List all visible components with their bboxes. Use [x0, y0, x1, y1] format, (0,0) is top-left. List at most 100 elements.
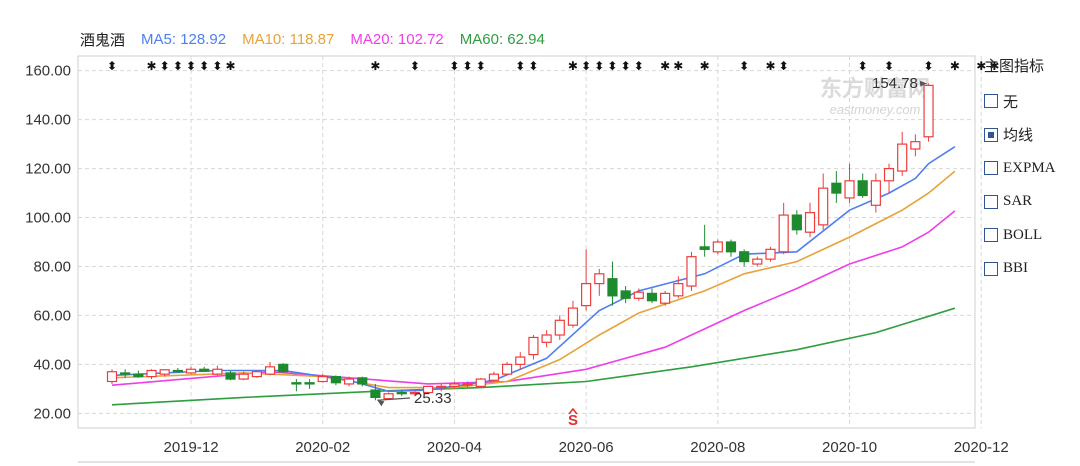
- candle-up: [660, 292, 671, 304]
- checkbox[interactable]: [984, 127, 998, 142]
- x-tick-label: 2020-06: [559, 439, 614, 456]
- y-tick-label: 80.00: [33, 258, 71, 275]
- candle-up: [528, 336, 539, 356]
- candle-up: [502, 363, 513, 375]
- plot-frame: [77, 55, 976, 429]
- event-marker: ⬍: [173, 59, 183, 73]
- checkbox[interactable]: [984, 194, 998, 209]
- indicator-option-none[interactable]: 无: [984, 90, 1080, 112]
- event-marker: ⬍: [107, 59, 117, 73]
- event-marker: ✱: [989, 59, 999, 73]
- candle-up: [264, 366, 276, 375]
- event-marker: ⬍: [607, 59, 617, 73]
- candle-up: [343, 378, 355, 385]
- candle-down: [699, 246, 710, 250]
- candle-up: [712, 241, 723, 253]
- event-marker: ✱: [568, 59, 578, 73]
- candle-up: [185, 368, 197, 374]
- indicator-option-boll[interactable]: BOLL: [984, 224, 1080, 246]
- candle-up: [778, 214, 789, 253]
- checkbox[interactable]: [984, 94, 998, 108]
- event-marker: ⬍: [594, 59, 604, 73]
- candle-down: [607, 278, 618, 297]
- event-marker: ⬍: [739, 59, 749, 73]
- event-marker: ⬍: [410, 59, 420, 73]
- high-price-label: 154.78: [872, 75, 918, 92]
- checkbox[interactable]: [984, 228, 998, 243]
- event-marker: ✱: [950, 59, 960, 73]
- candle-up: [923, 84, 934, 138]
- candle-up: [897, 143, 908, 172]
- candle-down: [370, 389, 381, 399]
- candle-down: [725, 241, 737, 253]
- y-tick-label: 140.00: [25, 112, 71, 129]
- event-marker: ⬍: [212, 59, 222, 73]
- watermark-brand: 东方财富网: [820, 76, 930, 102]
- candle-down: [133, 373, 144, 378]
- candle-up: [515, 356, 526, 365]
- event-marker: ⬍: [634, 59, 644, 73]
- y-tick-label: 160.00: [25, 63, 71, 80]
- indicator-option-expma[interactable]: EXPMA: [984, 157, 1080, 179]
- candle-up: [554, 319, 565, 336]
- candle-down: [199, 368, 210, 372]
- option-label: 无: [1003, 94, 1019, 111]
- indicator-option-ma[interactable]: 均线: [984, 124, 1080, 146]
- x-tick-label: 2020-10: [822, 439, 877, 456]
- event-marker: ⬍: [858, 59, 868, 73]
- x-tick-label: 2020-12: [954, 439, 1009, 456]
- candle-up: [870, 180, 881, 206]
- indicator-option-sar[interactable]: SAR: [984, 191, 1080, 213]
- low-price-arrowhead: [377, 400, 385, 407]
- ma60-line: [111, 307, 956, 406]
- candle-up: [146, 369, 157, 378]
- candle-up: [765, 248, 776, 260]
- event-marker: ✱: [765, 59, 775, 73]
- event-marker: ⬍: [581, 59, 591, 73]
- event-marker: ⬍: [884, 59, 894, 73]
- x-tick-label: 2020-02: [295, 439, 350, 456]
- candle-up: [752, 258, 763, 265]
- indicator-panel-title: 主图指标: [984, 58, 1045, 75]
- candle-up: [686, 256, 697, 287]
- ma5-label: MA5: 128.92: [141, 30, 227, 48]
- candle-up: [409, 391, 421, 395]
- y-tick-label: 100.00: [25, 210, 71, 227]
- candle-up: [567, 307, 579, 326]
- event-marker: ✱: [225, 59, 235, 73]
- y-tick-label: 40.00: [33, 356, 71, 373]
- event-marker: ⬍: [199, 59, 209, 73]
- chart-header: 酒鬼酒 MA5: 128.92 MA10: 118.87 MA20: 102.7…: [80, 28, 545, 50]
- candle-up: [251, 371, 262, 378]
- candle-down: [225, 372, 236, 380]
- option-label: EXPMA: [1003, 159, 1056, 176]
- signal-label: S: [568, 412, 578, 429]
- candle-down: [831, 182, 842, 194]
- candle-up: [449, 383, 460, 387]
- candle-down: [120, 372, 131, 375]
- candle-up: [436, 385, 447, 389]
- candle-up: [594, 273, 605, 285]
- candle-up: [910, 141, 921, 150]
- option-label: 均线: [1003, 128, 1034, 145]
- candle-up: [462, 383, 473, 386]
- checkbox[interactable]: [984, 161, 998, 176]
- indicator-option-bbi[interactable]: BBI: [984, 258, 1080, 280]
- candle-up: [673, 283, 684, 297]
- event-marker: ✱: [146, 59, 156, 73]
- event-marker: ✱: [370, 59, 380, 73]
- candle-down: [172, 369, 183, 373]
- candle-down: [791, 214, 802, 231]
- checkbox[interactable]: [984, 261, 998, 276]
- candle-up: [844, 180, 855, 199]
- candle-up: [883, 167, 895, 182]
- candle-up: [317, 376, 328, 383]
- ma20-label: MA20: 102.72: [350, 30, 444, 48]
- event-marker: ✱: [976, 59, 986, 73]
- event-marker: ✱: [660, 59, 670, 73]
- candle-down: [357, 377, 368, 385]
- event-marker: ✱: [673, 59, 683, 73]
- candle-down: [620, 290, 631, 299]
- high-price-arrowhead: [919, 80, 927, 87]
- event-marker: ⬍: [528, 59, 538, 73]
